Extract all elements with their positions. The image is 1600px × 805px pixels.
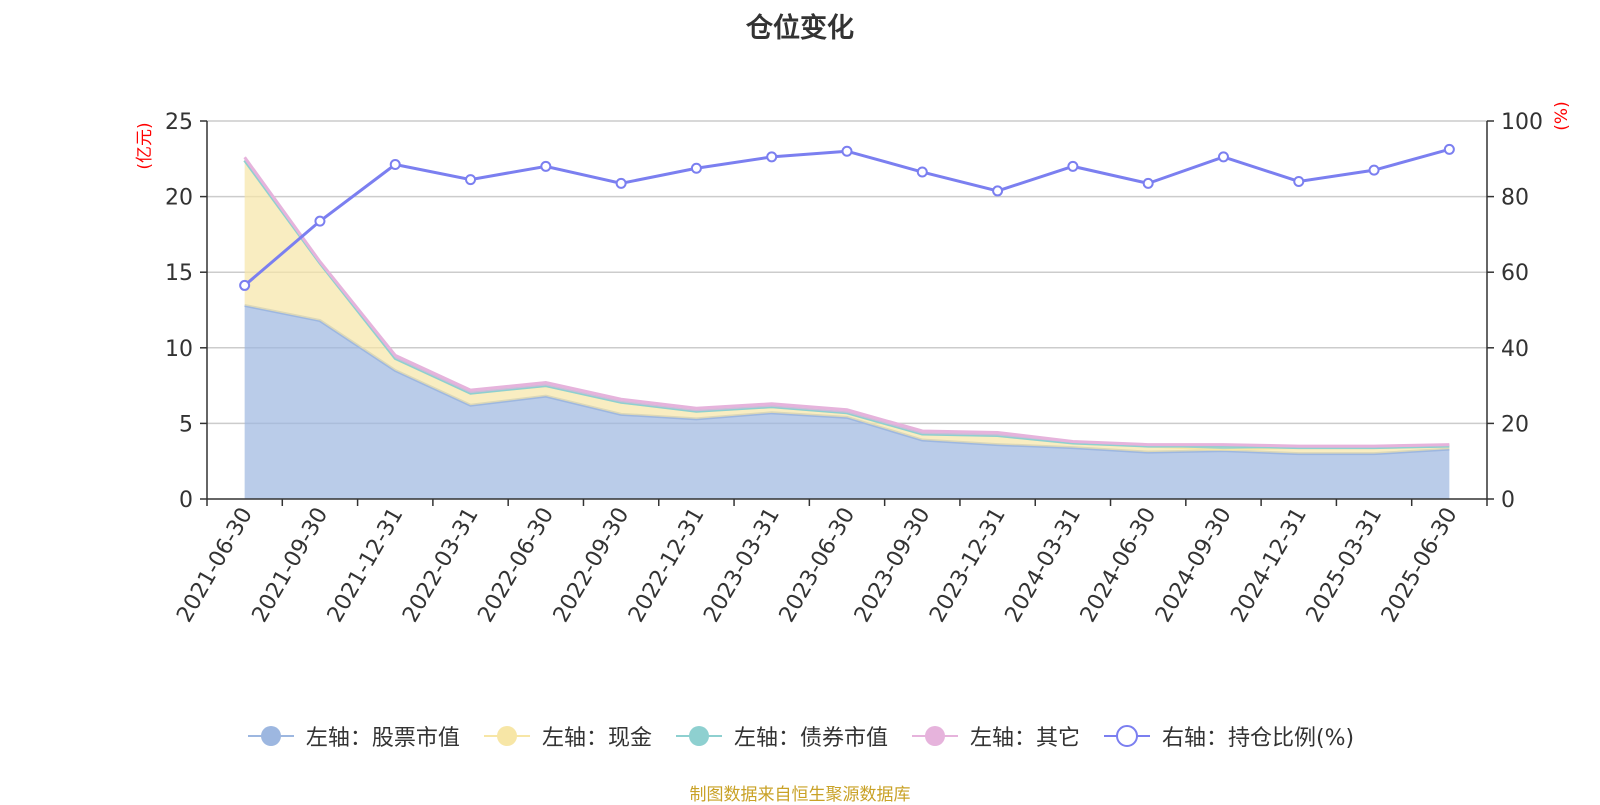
x-tick-label: 2023-09-30 [850, 504, 936, 627]
x-tick-label: 2022-03-31 [398, 504, 484, 627]
left-tick-label: 10 [165, 337, 193, 362]
legend-label: 右轴：持仓比例(%) [1161, 726, 1355, 751]
ratio-point[interactable] [690, 162, 702, 174]
ratio-point[interactable] [1368, 164, 1380, 176]
legend-dot-marker-icon [911, 726, 958, 746]
left-tick-label: 25 [165, 110, 193, 135]
legend-dot-marker-icon [247, 726, 294, 746]
right-tick-label: 40 [1501, 337, 1529, 362]
x-tick-label: 2024-12-31 [1226, 504, 1312, 627]
right-axis-title: (%) [1552, 101, 1572, 130]
ratio-point[interactable] [1293, 175, 1305, 187]
x-tick-label: 2025-06-30 [1377, 504, 1463, 627]
ratio-point[interactable] [540, 160, 552, 172]
ratio-point[interactable] [1443, 143, 1455, 155]
x-tick-label: 2023-03-31 [699, 504, 785, 627]
x-tick-label: 2024-06-30 [1076, 504, 1162, 627]
ratio-point[interactable] [1067, 160, 1079, 172]
x-tick-label: 2022-09-30 [549, 504, 635, 627]
right-tick-label: 60 [1501, 261, 1529, 286]
legend-item[interactable]: 右轴：持仓比例(%) [1102, 720, 1354, 752]
ratio-point[interactable] [314, 215, 326, 227]
ratio-point[interactable] [239, 279, 251, 291]
ratio-line-path [243, 147, 1450, 287]
ratio-point[interactable] [992, 185, 1004, 197]
ratio-point[interactable] [615, 177, 627, 189]
ratio-point[interactable] [1217, 151, 1229, 163]
x-tick-label: 2023-06-30 [775, 504, 861, 627]
right-tick-label: 20 [1501, 412, 1529, 437]
ratio-point[interactable] [389, 158, 401, 170]
legend-dot-marker-icon [675, 726, 722, 746]
legend-item[interactable]: 左轴：股票市值 [246, 720, 460, 752]
source-note: 制图数据来自恒生聚源数据库 [689, 785, 911, 805]
right-tick-label: 80 [1501, 186, 1529, 211]
x-tick-label: 2022-06-30 [473, 504, 559, 627]
x-tick-label: 2023-12-31 [925, 504, 1011, 627]
ratio-point[interactable] [766, 151, 778, 163]
legend-label: 左轴：其它 [969, 726, 1080, 751]
chart-title: 仓位变化 [746, 13, 854, 44]
x-tick-label: 2021-06-30 [172, 504, 258, 627]
right-tick-label: 100 [1501, 110, 1543, 135]
area-series [244, 305, 1450, 499]
legend-dot-marker-icon [483, 726, 530, 746]
ratio-point[interactable] [916, 166, 928, 178]
ratio-point[interactable] [841, 145, 853, 157]
stacked-areas [243, 156, 1450, 499]
ratio-point[interactable] [465, 174, 477, 186]
legend-item[interactable]: 左轴：其它 [910, 720, 1080, 752]
ratio-line [239, 143, 1455, 291]
left-tick-label: 15 [165, 261, 193, 286]
legend-label: 左轴：现金 [541, 726, 652, 751]
legend-item[interactable]: 左轴：现金 [482, 720, 652, 752]
legend: 左轴：股票市值 左轴：现金 左轴：债券市值 左轴：其它 右轴：持仓比例(%) [0, 720, 1600, 752]
x-tick-label: 2021-09-30 [248, 504, 334, 627]
ratio-point[interactable] [1142, 177, 1154, 189]
x-tick-label: 2021-12-31 [323, 504, 409, 627]
left-tick-label: 0 [179, 488, 193, 513]
left-tick-label: 20 [165, 186, 193, 211]
x-tick-label: 2022-12-31 [624, 504, 710, 627]
position-chart: 0510152025020406080100(亿元)(%)2021-06-302… [135, 101, 1572, 627]
x-tick-label: 2024-03-31 [1000, 504, 1086, 627]
legend-label: 左轴：债券市值 [733, 726, 888, 751]
legend-label: 左轴：股票市值 [305, 726, 460, 751]
left-axis-title: (亿元) [135, 122, 155, 169]
left-tick-label: 5 [179, 412, 193, 437]
area-series-edge [243, 156, 1450, 448]
x-tick-label: 2024-09-30 [1151, 504, 1237, 627]
legend-item[interactable]: 左轴：债券市值 [674, 720, 888, 752]
x-tick-label: 2025-03-31 [1302, 504, 1388, 627]
legend-line-marker-icon [1103, 725, 1150, 747]
right-tick-label: 0 [1501, 488, 1515, 513]
